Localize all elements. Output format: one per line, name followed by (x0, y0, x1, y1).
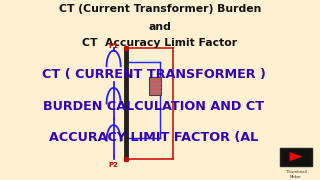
Text: ACCURACY LIMIT FACTOR (AL: ACCURACY LIMIT FACTOR (AL (49, 131, 258, 144)
Text: CT ( CURRENT TRANSFORMER ): CT ( CURRENT TRANSFORMER ) (42, 68, 266, 81)
Text: Thumbnail
Maker: Thumbnail Maker (285, 170, 307, 179)
Polygon shape (290, 152, 302, 161)
Text: BURDEN CALCULATION AND CT: BURDEN CALCULATION AND CT (43, 100, 264, 113)
Text: P1: P1 (108, 43, 118, 49)
Text: and: and (148, 22, 172, 33)
Text: CT (Current Transformer) Burden: CT (Current Transformer) Burden (59, 4, 261, 15)
Bar (149, 77, 161, 95)
Text: P2: P2 (108, 162, 118, 168)
Text: CT  Accuracy Limit Factor: CT Accuracy Limit Factor (83, 38, 237, 48)
Bar (280, 148, 312, 166)
